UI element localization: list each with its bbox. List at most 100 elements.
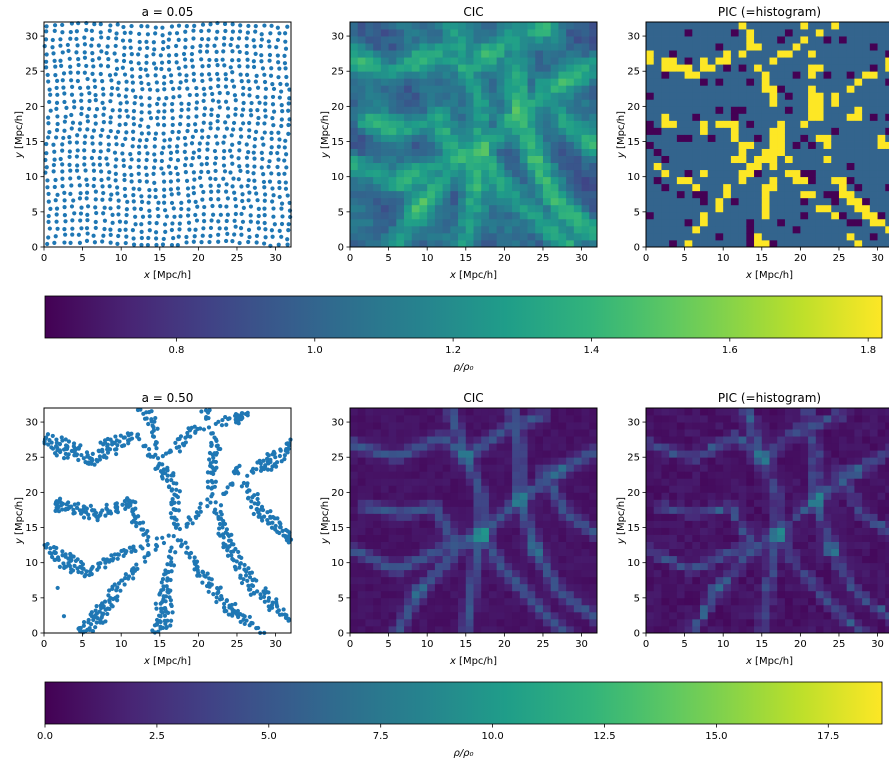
heatmap-cell xyxy=(473,85,482,93)
scatter-point xyxy=(144,137,149,143)
scatter-point xyxy=(63,443,69,448)
scatter-point xyxy=(121,24,126,30)
heatmap-cell xyxy=(419,625,428,634)
scatter-point xyxy=(167,137,173,142)
heatmap-cell xyxy=(496,485,505,493)
heatmap-cell xyxy=(754,57,763,65)
scatter-point xyxy=(260,66,266,71)
heatmap-cell xyxy=(519,99,528,107)
heatmap-cell xyxy=(396,436,405,444)
scatter-point xyxy=(110,212,115,217)
scatter-point xyxy=(139,242,144,248)
heatmap-cell xyxy=(746,169,755,178)
scatter-point xyxy=(250,621,255,626)
scatter-point xyxy=(85,119,90,124)
heatmap-cell xyxy=(746,36,755,44)
scatter-point xyxy=(139,24,144,29)
scatter-point xyxy=(130,228,135,233)
scatter-point xyxy=(166,164,172,169)
heatmap-cell xyxy=(512,457,521,465)
heatmap-cell xyxy=(519,499,528,507)
heatmap-cell xyxy=(442,541,451,550)
scatter-point xyxy=(75,43,80,48)
heatmap-cell xyxy=(380,555,389,564)
heatmap-cell xyxy=(488,218,498,227)
heatmap-cell xyxy=(754,169,763,178)
heatmap-cell xyxy=(450,541,459,550)
heatmap-cell xyxy=(723,148,732,156)
heatmap-cell xyxy=(723,197,732,206)
scatter-point xyxy=(69,92,75,97)
scatter-point xyxy=(246,198,251,203)
heatmap-cell xyxy=(434,85,444,93)
heatmap-cell xyxy=(838,183,848,192)
scatter-point xyxy=(93,225,98,231)
heatmap-cell xyxy=(357,71,366,79)
scatter-point xyxy=(193,128,198,134)
scatter-point xyxy=(71,441,77,446)
heatmap-cell xyxy=(404,134,413,142)
heatmap-cell xyxy=(862,120,871,128)
heatmap-cell xyxy=(450,211,459,220)
heatmap-cell xyxy=(442,225,451,234)
heatmap-cell xyxy=(877,155,886,164)
scatter-point xyxy=(205,147,210,152)
x-tick-label: 20 xyxy=(192,639,205,650)
scatter-point xyxy=(280,214,285,219)
scatter-point xyxy=(256,625,261,631)
heatmap-cell xyxy=(542,232,552,241)
heatmap-cell xyxy=(450,57,459,65)
heatmap-cell xyxy=(730,120,740,128)
heatmap-cell xyxy=(442,443,451,451)
heatmap-cell xyxy=(373,218,382,227)
scatter-point xyxy=(174,481,179,486)
scatter-point xyxy=(76,232,81,237)
scatter-point xyxy=(267,179,273,184)
heatmap-cell xyxy=(442,408,451,416)
scatter-point xyxy=(164,214,169,219)
heatmap-cell xyxy=(350,520,359,528)
heatmap-cell xyxy=(792,50,801,58)
scatter-point xyxy=(241,205,246,210)
heatmap-cell xyxy=(854,232,863,241)
scatter-point xyxy=(84,190,90,195)
heatmap-cell xyxy=(823,113,832,121)
scatter-point xyxy=(90,629,96,634)
heatmap-cell xyxy=(488,113,498,121)
scatter-point xyxy=(209,189,214,194)
scatter-point xyxy=(216,239,221,244)
heatmap-cell xyxy=(646,232,655,241)
scatter-point xyxy=(169,477,174,483)
heatmap-cell xyxy=(473,92,482,100)
heatmap-cell xyxy=(730,197,740,206)
heatmap-cell xyxy=(396,555,405,564)
scatter-point xyxy=(176,136,181,141)
heatmap-cell xyxy=(419,141,428,149)
heatmap-cell xyxy=(357,590,366,599)
heatmap-cell xyxy=(550,127,559,135)
scatter-point xyxy=(100,508,105,513)
heatmap-cell xyxy=(458,471,467,479)
heatmap-cell xyxy=(669,29,678,37)
heatmap-cell xyxy=(380,92,389,100)
scatter-point xyxy=(53,177,58,183)
heatmap-cell xyxy=(542,155,552,164)
scatter-point xyxy=(54,219,59,224)
scatter-point xyxy=(231,120,237,126)
heatmap-cell xyxy=(350,429,359,437)
heatmap-cell xyxy=(512,127,521,135)
heatmap-cell xyxy=(692,120,701,128)
x-tick-label: 15 xyxy=(459,253,472,264)
x-tick-label: 10 xyxy=(421,253,434,264)
heatmap-cell xyxy=(646,127,655,135)
heatmap-cell xyxy=(542,120,552,128)
heatmap-cell xyxy=(396,520,405,528)
x-axis-label: x [Mpc/h] xyxy=(745,270,793,281)
scatter-point xyxy=(170,116,175,121)
scatter-point xyxy=(240,192,245,197)
scatter-point xyxy=(213,479,218,484)
heatmap-cell xyxy=(350,436,359,444)
heatmap-cell xyxy=(838,22,848,30)
heatmap-cell xyxy=(784,239,794,248)
scatter-point xyxy=(63,219,68,224)
